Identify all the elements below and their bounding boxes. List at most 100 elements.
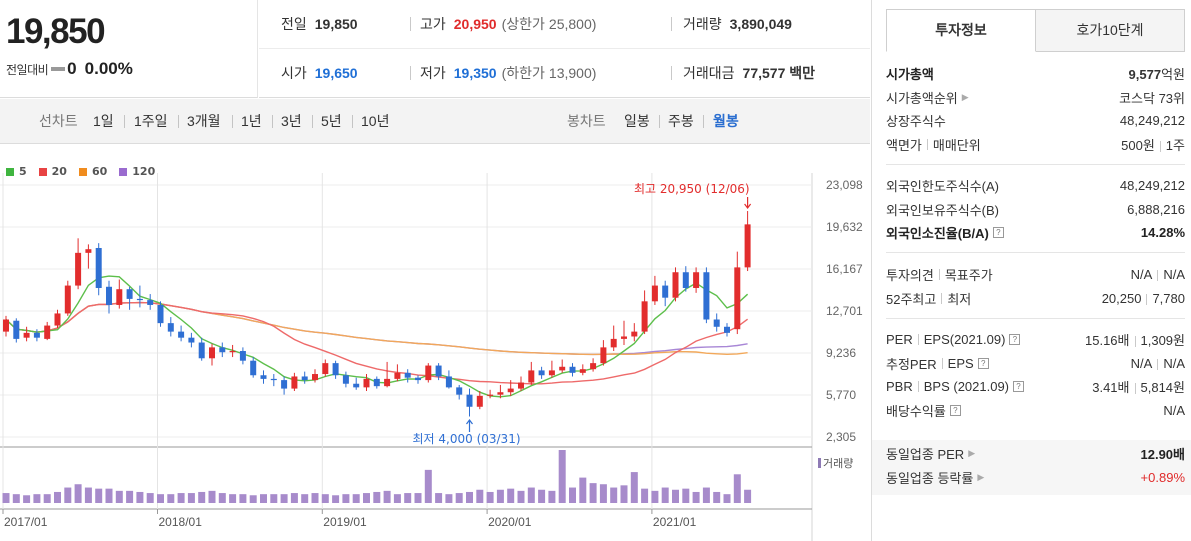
volume-bar — [476, 489, 484, 503]
volume-bar — [239, 494, 247, 503]
max-price-annotation: 최고 20,950 (12/06) — [634, 182, 750, 196]
industry-change-row[interactable]: 동일업종 등락률 ▶ +0.89% — [886, 466, 1185, 490]
legend-ma20: 20 — [38, 165, 67, 178]
price-chart: 23,098 19,632 16,167 12,701 9,236 5,770 2,305 2… — [0, 145, 870, 541]
candle-body — [136, 298, 143, 301]
help-icon[interactable]: ? — [1009, 334, 1021, 346]
candle-body — [147, 300, 154, 305]
volume-bar — [466, 491, 473, 503]
candle-body — [126, 289, 133, 299]
volume-bar — [84, 487, 92, 503]
par-value-label: 액면가 매매단위 — [886, 137, 981, 153]
help-icon[interactable]: ? — [992, 227, 1004, 239]
candle-body — [239, 351, 246, 361]
volume-bar — [157, 494, 164, 503]
candle-body — [373, 378, 380, 387]
candle-weekly[interactable]: 주봉 — [668, 113, 694, 129]
candle-daily[interactable]: 일봉 — [624, 113, 650, 129]
candle-monthly[interactable]: 월봉 — [713, 113, 739, 129]
upper-limit-label: (상한가 — [501, 16, 545, 32]
volume-bar — [301, 494, 309, 503]
volume-bar — [733, 474, 741, 503]
period-1w[interactable]: 1주일 — [134, 113, 168, 129]
y-tick-label: 12,701 — [826, 304, 863, 318]
candle-body — [167, 323, 174, 332]
volume-bar — [311, 493, 319, 503]
volume-bar — [177, 493, 185, 503]
candle-body — [724, 326, 730, 333]
pbr-value: 3.41배 5,814원 — [1092, 380, 1185, 396]
candle-body — [497, 392, 504, 395]
candle-body — [332, 363, 339, 376]
tab-investment-info[interactable]: 투자정보 — [886, 9, 1036, 52]
stats-row-2: 시가 19,650 저가 19,350 (하한가 13,900) 거래대금 77… — [259, 49, 870, 98]
candle-body — [672, 272, 679, 298]
volume-bar — [672, 489, 679, 503]
industry-per-row[interactable]: 동일업종 PER ▶ 12.90배 — [886, 442, 1185, 466]
period-10y[interactable]: 10년 — [361, 113, 390, 129]
period-5y[interactable]: 5년 — [321, 113, 342, 129]
candle-body — [404, 372, 411, 378]
amount-cell: 거래대금 77,577 백만 — [683, 49, 815, 97]
industry-per-value: 12.90배 — [1140, 447, 1186, 463]
opinion-label: 투자의견 목표주가 — [886, 268, 993, 284]
open-label: 시가 — [281, 65, 307, 81]
foreign-limit-row: 외국인한도주식수(A) 48,249,212 — [886, 174, 1185, 198]
pbr-label: PBR BPS (2021.09)? — [886, 379, 1025, 394]
period-3m[interactable]: 3개월 — [187, 113, 221, 129]
market-cap-rank-value: 코스닥 73위 — [1119, 90, 1185, 106]
period-1d[interactable]: 1일 — [93, 113, 114, 129]
amount-label: 거래대금 — [683, 65, 735, 81]
opinion-row: 투자의견 목표주가 N/A N/A — [886, 263, 1185, 287]
candle-body — [734, 267, 741, 330]
volume-bar — [12, 494, 20, 503]
listed-shares-row: 상장주식수 48,249,212 — [886, 109, 1185, 133]
x-tick-label: 2018/01 — [159, 515, 203, 529]
volume-bar — [115, 490, 123, 503]
par-value-row: 액면가 매매단위 500원 1주 — [886, 133, 1185, 157]
chart-period-bar: 선차트 1일 1주일 3개월 1년 3년 5년 10년 봉차트 일봉 주봉 월봉 — [0, 99, 870, 144]
candle-body — [631, 331, 638, 337]
dividend-yield-row: 배당수익률? N/A — [886, 399, 1185, 423]
candle-body — [445, 376, 452, 388]
candle-body — [466, 394, 473, 407]
volume-bar — [445, 494, 453, 503]
listed-shares-label: 상장주식수 — [886, 114, 946, 130]
upper-limit-value: 25,800) — [548, 16, 597, 32]
volume-bar — [187, 493, 195, 503]
tab-order-book-10[interactable]: 호가10단계 — [1036, 9, 1185, 52]
market-cap-label: 시가총액 — [886, 67, 934, 83]
per-row: PER EPS(2021.09)? 15.16배 1,309원 — [886, 328, 1185, 352]
candle-chart-label: 봉차트 — [567, 113, 606, 129]
help-icon[interactable]: ? — [949, 404, 961, 416]
high-cell: 고가 20,950 (상한가 25,800) — [420, 0, 596, 48]
candle-body — [219, 347, 226, 353]
volume-bar — [620, 485, 628, 503]
foreign-exhaustion-label: 외국인소진율(B/A)? — [886, 223, 1004, 242]
candle-body — [415, 377, 421, 381]
foreign-holding-value: 6,888,216 — [1127, 201, 1185, 217]
candle-body — [198, 342, 205, 359]
help-icon[interactable]: ? — [977, 357, 989, 369]
candle-body — [744, 224, 751, 268]
divider — [410, 17, 411, 31]
volume-bar — [2, 493, 10, 503]
volume-bar — [744, 489, 752, 503]
volume-bar — [723, 494, 731, 503]
volume-bar — [641, 488, 649, 503]
week52-row: 52주최고 최저 20,250 7,780 — [886, 287, 1185, 311]
open-value: 19,650 — [314, 65, 358, 81]
high-label: 고가 — [420, 16, 446, 32]
volume-bar — [486, 491, 494, 503]
candle-body — [425, 365, 432, 381]
help-icon[interactable]: ? — [1013, 381, 1025, 393]
volume-bar — [54, 491, 61, 503]
candle-body — [651, 285, 658, 302]
period-3y[interactable]: 3년 — [281, 113, 302, 129]
market-cap-rank-row[interactable]: 시가총액순위 ▶ 코스닥 73위 — [886, 86, 1185, 110]
y-tick-label: 23,098 — [826, 178, 863, 192]
period-1y[interactable]: 1년 — [241, 113, 262, 129]
volume-legend-swatch — [818, 458, 821, 468]
candle-body — [682, 272, 689, 288]
chevron-right-icon: ▶ — [977, 471, 985, 482]
